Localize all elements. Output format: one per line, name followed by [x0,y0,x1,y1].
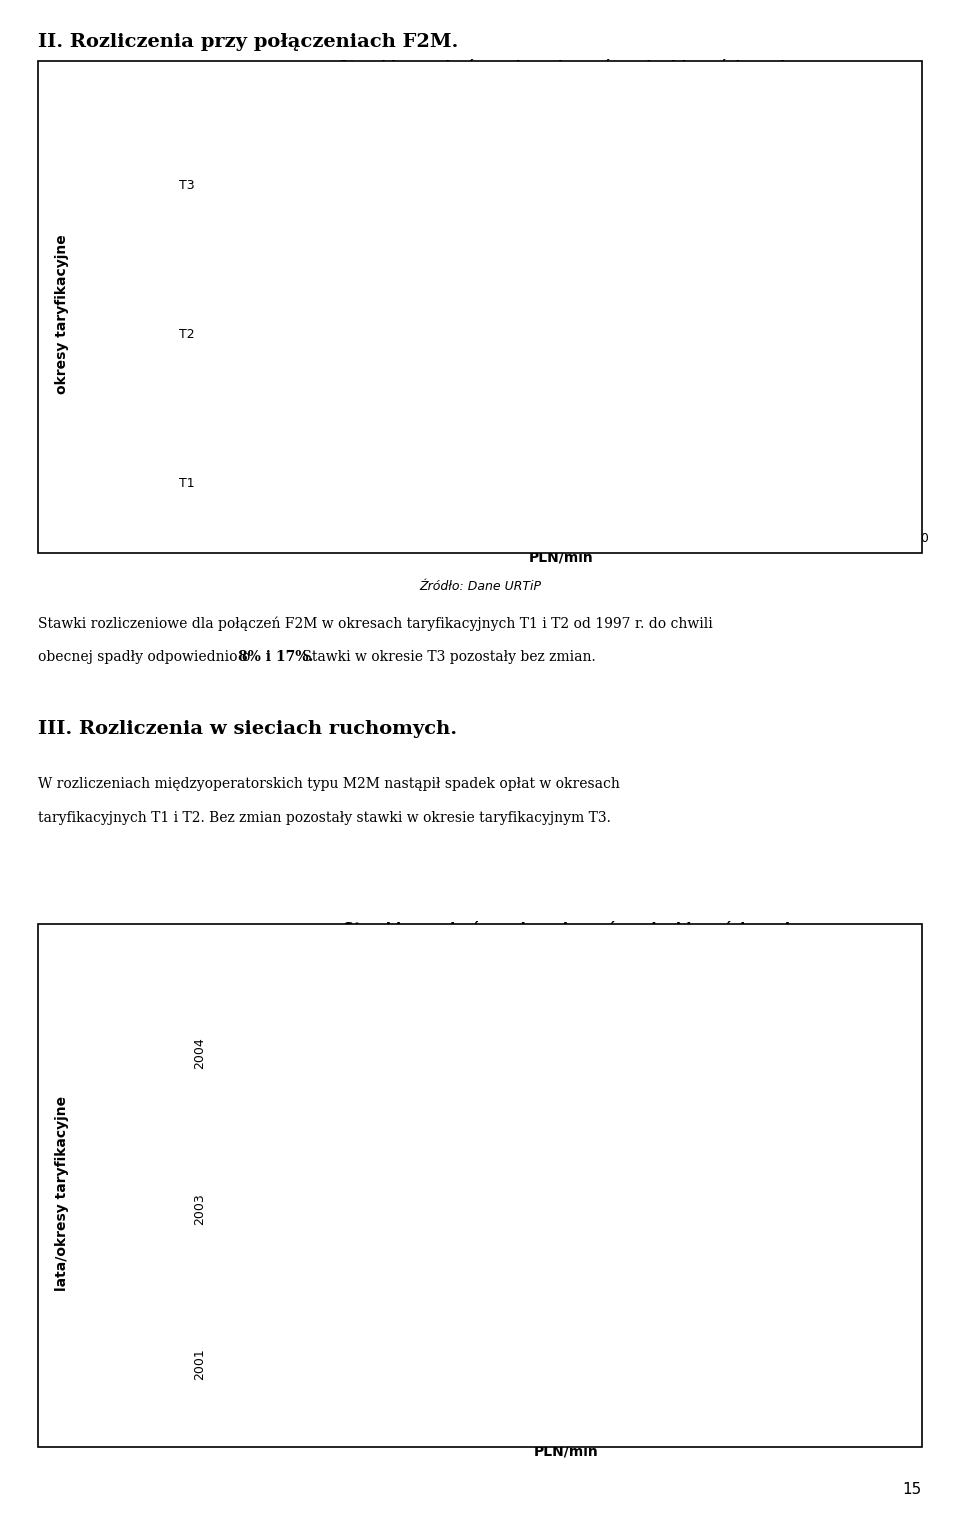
Text: T1: T1 [180,477,195,491]
Text: okresy taryfikacyjne: okresy taryfikacyjne [56,235,69,394]
Bar [230,1345,640,1376]
Text: II. Rozliczenia przy połączeniach F2M.: II. Rozliczenia przy połączeniach F2M. [38,33,459,52]
Bar [230,1191,566,1221]
Bar [230,1077,694,1109]
Bar [211,339,649,379]
Text: Stawki rozliczeniowe dla połączeń F2M w okresach taryfikacyjnych T1 i T2 od 1997: Stawki rozliczeniowe dla połączeń F2M w … [38,617,713,632]
X-axis label: PLN/min: PLN/min [529,551,594,565]
Text: 15: 15 [902,1482,922,1497]
X-axis label: PLN/min: PLN/min [534,1445,599,1459]
Bar [211,136,534,176]
Text: Stawki w okresie T3 pozostały bez zmian.: Stawki w okresie T3 pozostały bez zmian. [298,650,595,664]
Bar [211,432,727,471]
Text: T2: T2 [180,329,195,341]
Bar [230,1232,741,1262]
Text: W rozliczeniach międzyoperatorskich typu M2M nastąpił spadek opłat w okresach: W rozliczeniach międzyoperatorskich typu… [38,777,620,791]
Bar [230,1303,499,1335]
Text: Źródło: Dane URTiP: Źródło: Dane URTiP [419,580,541,594]
Bar [230,1150,499,1180]
Text: T3: T3 [180,179,195,191]
Text: 2004: 2004 [193,1036,206,1068]
Text: 2003: 2003 [193,1192,206,1224]
Bar [230,1386,781,1417]
Text: 8% i 17%.: 8% i 17%. [238,650,314,664]
Title: Stawki za zakańczanie połączeń w sieci komórkowej
inicjowanych w sieci stacjonar: Stawki za zakańczanie połączeń w sieci k… [338,59,785,92]
Text: 2001: 2001 [193,1348,206,1380]
Title: Stawki za zakańczanie połączeń w sieci komórkowej
inicjowanych w sieci komórkowe: Stawki za zakańczanie połączeń w sieci k… [343,921,790,956]
Bar [211,283,576,324]
Bar [230,1036,566,1067]
Text: taryfikacyjnych T1 i T2. Bez zmian pozostały stawki w okresie taryfikacyjnym T3.: taryfikacyjnych T1 i T2. Bez zmian pozos… [38,811,612,824]
Bar [211,488,772,527]
Bar [211,192,534,232]
Text: III. Rozliczenia w sieciach ruchomych.: III. Rozliczenia w sieciach ruchomych. [38,720,458,738]
Bar [230,995,499,1026]
Text: lata/okresy taryfikacyjne: lata/okresy taryfikacyjne [56,1095,69,1291]
Text: obecnej spadły odpowiednio o: obecnej spadły odpowiednio o [38,650,255,664]
